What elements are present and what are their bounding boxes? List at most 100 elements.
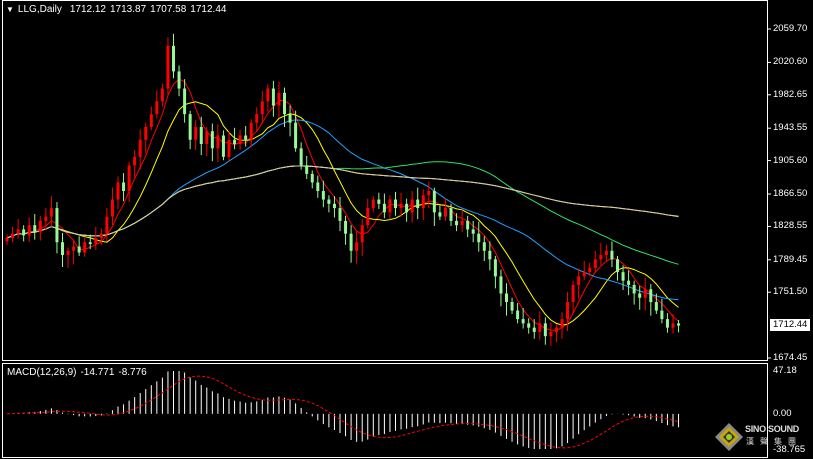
candle-down — [377, 199, 381, 204]
candle-down — [621, 272, 625, 281]
candle-up — [277, 92, 281, 106]
candle-down — [199, 126, 203, 145]
candle-up — [443, 208, 447, 217]
candle-up — [571, 284, 575, 303]
price-axis-label: 1674.45 — [773, 352, 808, 363]
candle-down — [172, 45, 175, 72]
candle-down — [210, 131, 214, 149]
candle-down — [499, 276, 503, 294]
price-axis-label: 1866.50 — [773, 187, 808, 199]
candle-up — [366, 208, 370, 226]
candle-up — [27, 225, 31, 236]
logo-diamond-icon — [715, 423, 743, 451]
candle-down — [177, 71, 181, 89]
candle-up — [5, 237, 9, 242]
candle-up — [205, 131, 209, 145]
candle-down — [638, 293, 642, 298]
candle-down — [654, 302, 658, 311]
macd-signal-value: -8.776 — [118, 367, 147, 378]
ma-10-line — [6, 101, 679, 326]
candle-up — [249, 122, 253, 140]
logo-text-cn: 漢聲集團 — [746, 437, 802, 446]
dropdown-triangle-icon[interactable]: ▼ — [6, 5, 14, 14]
macd-axis-zero: 0.00 — [773, 408, 792, 419]
candle-down — [305, 165, 309, 174]
candle-up — [671, 323, 675, 328]
candle-up — [421, 195, 425, 209]
candle-up — [166, 45, 170, 89]
candle-up — [238, 135, 242, 145]
candle-up — [360, 225, 364, 243]
candle-down — [299, 148, 303, 166]
candle-down — [505, 293, 508, 303]
moving-average-lines — [6, 78, 679, 331]
macd-signal — [6, 375, 679, 449]
candle-up — [604, 250, 608, 256]
candle-up — [216, 135, 220, 149]
macd-axis-min: -38.765 — [773, 444, 806, 455]
candle-up — [582, 272, 586, 277]
candle-up — [38, 220, 42, 232]
candle-down — [332, 203, 336, 209]
candle-up — [255, 114, 259, 123]
candle-down — [455, 220, 459, 226]
candle-up — [105, 216, 109, 234]
candle-up — [410, 199, 414, 213]
candle-up — [371, 199, 375, 209]
frame — [2, 0, 768, 458]
price-axis-label: 2020.60 — [773, 56, 808, 68]
ma-60-line — [6, 161, 679, 265]
candle-down — [55, 208, 59, 243]
candle-up — [566, 302, 570, 320]
high-value: 1713.87 — [109, 4, 147, 15]
candle-up — [99, 233, 103, 238]
candle-down — [33, 225, 37, 232]
candle-down — [221, 135, 225, 157]
price-axis-label: 1828.55 — [773, 220, 808, 232]
macd-main-value: -14.771 — [80, 367, 115, 378]
candle-down — [77, 246, 81, 253]
ma-30-line — [6, 119, 679, 301]
candle-down — [283, 92, 286, 115]
candle-up — [593, 259, 597, 268]
macd-title: MACD(12,26,9) -14.771 -8.776 — [7, 367, 151, 378]
candle-down — [294, 122, 298, 149]
candle-down — [22, 229, 26, 236]
candlesticks — [5, 33, 681, 346]
sino-sound-logo: SINO SOUND 漢聲集團 — [714, 422, 804, 456]
macd-histogram — [12, 371, 680, 449]
candle-up — [133, 156, 137, 166]
current-price-label: 1712.44 — [770, 319, 810, 331]
candle-down — [610, 250, 614, 260]
candle-down — [521, 319, 525, 324]
candle-up — [388, 199, 392, 213]
candle-up — [44, 216, 48, 221]
macd-signal-line — [6, 375, 679, 449]
price-axis-label: 1982.65 — [773, 88, 808, 100]
candle-down — [527, 323, 531, 328]
candle-down — [660, 310, 664, 320]
candle-up — [549, 331, 553, 337]
symbol-timeframe: LLG,Daily — [17, 4, 62, 15]
candle-up — [399, 203, 403, 209]
candle-up — [116, 182, 120, 200]
candle-down — [233, 139, 237, 145]
candle-down — [466, 220, 470, 230]
candle-down — [493, 259, 497, 277]
price-axis-label: 2059.70 — [773, 23, 808, 34]
low-value: 1707.58 — [150, 4, 187, 15]
candle-down — [510, 302, 514, 311]
candle-down — [649, 289, 653, 303]
candle-down — [432, 191, 436, 213]
candle-down — [516, 310, 520, 320]
candle-up — [127, 165, 131, 192]
candle-up — [49, 208, 53, 217]
candle-up — [16, 229, 20, 234]
candle-down — [449, 208, 453, 221]
candle-down — [316, 182, 320, 192]
candle-down — [627, 280, 631, 285]
candle-up — [138, 139, 142, 157]
candle-down — [394, 199, 397, 209]
candle-down — [477, 233, 481, 243]
